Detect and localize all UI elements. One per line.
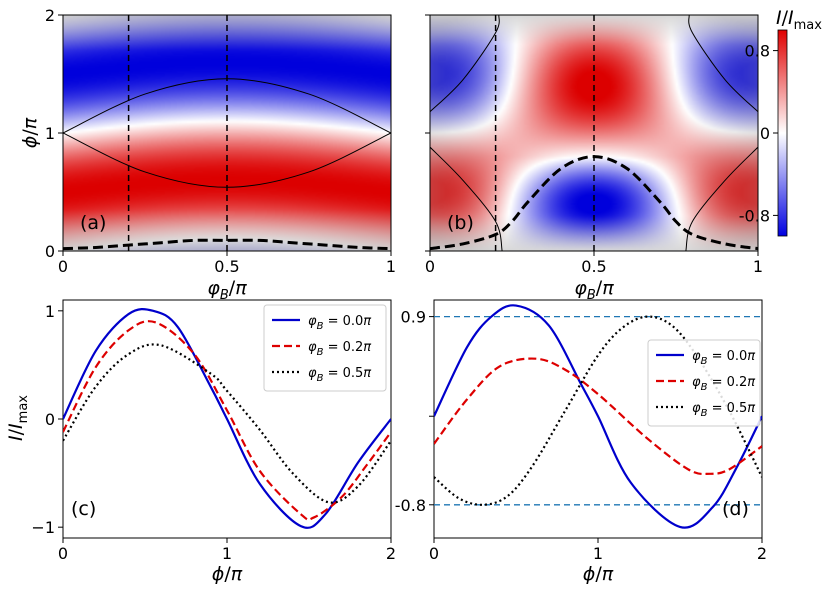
- lines-c: [63, 308, 391, 529]
- panel-a-xtick-label: 0.5: [214, 257, 239, 276]
- panel-a-ytick-label: 1: [45, 124, 55, 143]
- legend-d: φB = 0.0π φB = 0.2π φB = 0.5π: [647, 339, 761, 427]
- boundary-curve-a: [63, 132, 391, 188]
- boundary-curve-b: [685, 146, 758, 251]
- x-axis-label-d: ϕ/π: [583, 563, 614, 585]
- legend-box: [263, 304, 387, 392]
- panel-a-ytick-label: 2: [45, 6, 55, 25]
- colorbar-ticks: 0.8 0 -0.8: [739, 42, 778, 225]
- panel-label-c: (c): [71, 498, 96, 520]
- panel-d-ytick-label: 0.9: [401, 308, 426, 327]
- panel-b-xtick-label: 0.5: [581, 257, 606, 276]
- thick-dashed-curve-a: [63, 238, 391, 251]
- panel-b-xtick-label: 0: [425, 257, 435, 276]
- heatmap-b: [430, 15, 758, 251]
- x-axis-label-b: φB/π: [574, 277, 614, 303]
- panel-d-ytick-label: -0.8: [395, 496, 426, 515]
- ticks-a: 0 0.5 1 0 1 2: [45, 6, 396, 276]
- ticks-b: 0 0.5 1: [425, 14, 763, 276]
- colorbar-tick-label: 0: [760, 124, 770, 143]
- boundary-curve-b: [688, 15, 758, 113]
- panel-a-xtick-label: 0: [58, 257, 68, 276]
- colorbar-tick-label: -0.8: [739, 206, 770, 225]
- heatmap-a: [63, 15, 391, 251]
- y-axis-label-c: I/Imax: [5, 395, 31, 441]
- panel-b-xtick-label: 1: [753, 257, 763, 276]
- series-line-d-1: [434, 357, 762, 476]
- series-line-c-2: [63, 343, 391, 504]
- x-axis-label-a: φB/π: [207, 277, 247, 303]
- colorbar-title: I/Imax: [776, 7, 822, 33]
- panel-d-xtick-label: 1: [593, 544, 603, 563]
- panel-c-xtick-label: 2: [386, 544, 396, 563]
- boundary-curve-b: [430, 146, 503, 251]
- panel-c-ytick-label: −1: [31, 518, 55, 537]
- lines-d: [434, 304, 762, 529]
- legend-label: φB = 0.0π: [692, 349, 755, 367]
- panel-a: 0 0.5 1 0 1 2 (a) φB/π ϕ/π: [19, 6, 396, 303]
- series-line-c-1: [63, 320, 391, 521]
- panel-c-ytick-label: 0: [45, 410, 55, 429]
- overlay-a: [63, 15, 391, 251]
- panel-a-ytick-label: 0: [45, 242, 55, 261]
- colorbar: I/Imax 0.8 0 -0.8: [739, 7, 822, 237]
- legend-box: [647, 339, 761, 427]
- thick-dashed-curve-b: [430, 155, 758, 251]
- panel-label-d: (d): [722, 498, 749, 520]
- ticks-d: 0 1 2 -0.8 0.9: [395, 308, 767, 563]
- panel-c-xtick-label: 0: [58, 544, 68, 563]
- legend-label: φB = 0.0π: [308, 314, 371, 332]
- colorbar-tick-label: 0.8: [745, 42, 770, 61]
- panel-c-xtick-label: 1: [222, 544, 232, 563]
- panel-d-xtick-label: 0: [429, 544, 439, 563]
- y-axis-label-a: ϕ/π: [19, 117, 41, 148]
- legend-label: φB = 0.5π: [308, 366, 371, 384]
- panel-d-xtick-label: 2: [757, 544, 767, 563]
- boundary-curve-a: [63, 78, 391, 134]
- legend-label: φB = 0.5π: [692, 401, 755, 419]
- legend-label: φB = 0.2π: [692, 375, 755, 393]
- legend-c: φB = 0.0π φB = 0.2π φB = 0.5π: [263, 304, 387, 392]
- series-line-c-0: [63, 308, 391, 529]
- x-axis-label-c: ϕ/π: [212, 563, 243, 585]
- legend-label: φB = 0.2π: [308, 340, 371, 358]
- boundary-curve-b: [430, 15, 500, 113]
- panel-label-a: (a): [80, 212, 106, 234]
- panel-b: 0 0.5 1 (b) φB/π: [425, 14, 763, 303]
- colorbar-gradient: [777, 29, 788, 237]
- panel-c-ytick-label: 1: [45, 302, 55, 321]
- ticks-c: 0 1 2−101: [31, 302, 396, 563]
- series-line-d-0: [434, 304, 762, 529]
- overlay-b: [430, 15, 758, 251]
- panel-label-b: (b): [447, 212, 474, 234]
- panel-a-xtick-label: 1: [386, 257, 396, 276]
